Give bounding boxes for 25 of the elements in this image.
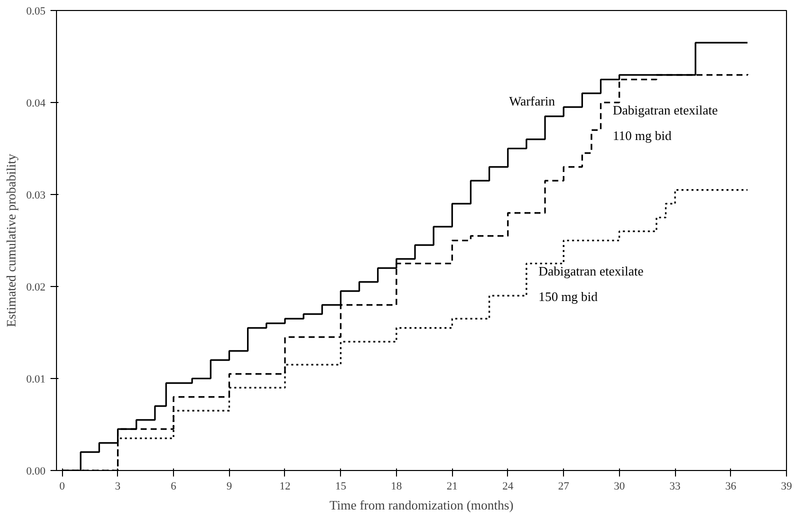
x-tick-label: 24 <box>502 480 514 492</box>
y-tick-label: 0.05 <box>26 6 46 18</box>
x-tick-label: 33 <box>670 480 682 492</box>
y-tick-label: 0.02 <box>26 282 46 294</box>
y-tick-label: 0.04 <box>26 98 46 110</box>
x-tick-label: 9 <box>226 480 232 492</box>
x-tick-label: 18 <box>390 480 402 492</box>
y-axis-title: Estimated cumulative probability <box>3 153 18 328</box>
x-tick-label: 39 <box>781 480 792 492</box>
y-tick-label: 0.03 <box>26 190 46 202</box>
x-tick-label: 36 <box>725 480 737 492</box>
y-tick-label: 0.01 <box>26 374 46 386</box>
x-tick-label: 15 <box>335 480 347 492</box>
series-label: Warfarin <box>509 93 556 108</box>
y-tick-label: 0.00 <box>26 466 46 478</box>
x-tick-label: 21 <box>446 480 458 492</box>
series-label: Dabigatran etexilate 110 mg bid <box>612 102 718 143</box>
x-tick-label: 27 <box>558 480 570 492</box>
series-label: Dabigatran etexilate 150 mg bid <box>538 264 644 304</box>
x-tick-label: 0 <box>59 480 66 492</box>
x-tick-label: 30 <box>614 480 626 492</box>
x-axis-title: Time from randomization (months) <box>329 498 514 512</box>
x-tick-label: 3 <box>115 480 122 492</box>
x-tick-label: 12 <box>279 480 290 492</box>
x-tick-label: 6 <box>170 480 177 492</box>
